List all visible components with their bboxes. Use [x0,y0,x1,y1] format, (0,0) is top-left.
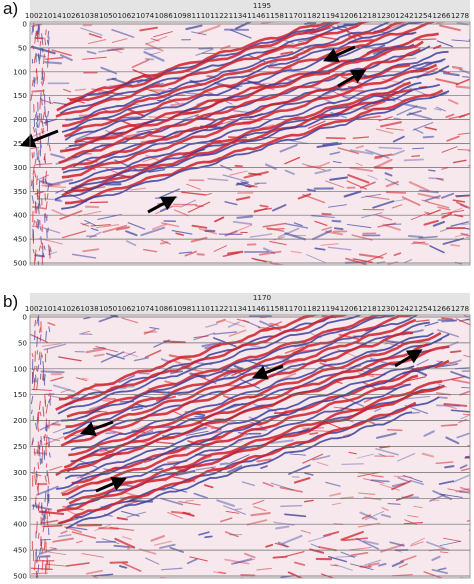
trace-number-label: 1170 [253,293,272,302]
annotation-arrow [323,45,356,62]
y-tick-label: 450 [13,546,27,555]
x-tick-label: 1254 [414,304,433,313]
x-tick-label: 1134 [229,11,248,20]
y-tick-label: 50 [18,338,28,347]
annotation-arrow [337,69,367,88]
y-tick-label: 500 [13,572,27,581]
section-border [29,314,471,579]
x-tick-label: 1038 [80,11,99,20]
x-tick-label: 1182 [303,304,321,313]
x-tick-label: 1122 [210,304,228,313]
section-border [29,21,471,266]
panel-b: 1170 1002 1014 1026 1038 1050 1062 1074 1086 1098… [13,293,471,581]
y-tick-label: 0 [22,313,27,322]
x-tick-label: 1206 [340,11,359,20]
panel-a-label: a) [3,0,19,18]
x-tick-label: 1014 [43,304,62,313]
x-tick-label: 1050 [99,11,118,20]
y-tick-label: 250 [13,442,27,451]
x-tick-label: 1194 [321,304,340,313]
header-band [30,0,470,22]
annotation-arrow [394,349,423,368]
y-tick-label: 500 [13,259,27,268]
x-tick-label: 1158 [266,304,285,313]
x-tick-label: 1230 [377,11,396,20]
x-tick-label: 1218 [358,11,377,20]
annotation-arrow [251,364,284,380]
x-tick-label: 1254 [414,11,433,20]
annotation-arrow [95,476,127,493]
annotation-arrow [19,129,59,148]
x-tick-label: 1218 [358,304,377,313]
x-tick-label: 1242 [395,11,413,20]
x-tick-label: 1050 [99,304,118,313]
x-tick-label: 1122 [210,11,228,20]
x-tick-label: 1086 [155,11,174,20]
x-tick-label: 1002 [25,11,43,20]
y-tick-label: 300 [13,468,27,477]
y-tick-label: 450 [13,235,27,244]
x-tick-label: 1062 [117,11,135,20]
y-tick-label: 200 [13,115,27,124]
x-tick-label: 1098 [173,11,192,20]
y-tick-label: 400 [13,520,27,529]
x-tick-label: 1266 [432,11,451,20]
x-tick-label: 1086 [155,304,174,313]
x-tick-label: 1038 [80,304,99,313]
x-tick-label: 1158 [266,11,285,20]
x-tick-label: 1206 [340,304,359,313]
x-tick-label: 1194 [321,11,340,20]
x-tick-label: 1230 [377,304,396,313]
reflection-wiggles [30,22,470,265]
y-tick-label: 100 [13,364,27,373]
x-tick-label: 1074 [136,11,155,20]
x-tick-label: 1026 [62,11,81,20]
x-tick-label: 1146 [247,304,266,313]
x-tick-label: 1170 [284,304,303,313]
panel-a: 1195 1002 1014 1026 1038 1050 1062 1074 1086 1098… [13,0,471,268]
y-tick-label: 400 [13,211,27,220]
x-tick-label: 1278 [451,11,470,20]
x-tick-label: 1146 [247,11,266,20]
x-tick-label: 1014 [43,11,62,20]
annotation-arrow [79,420,114,436]
trace-number-label: 1195 [253,1,271,10]
y-tick-label: 100 [13,67,27,76]
y-tick-label: 350 [13,187,27,196]
x-tick-label: 1062 [117,304,135,313]
x-tick-label: 1110 [192,304,211,313]
annotation-arrow [147,196,177,214]
y-tick-label: 350 [13,494,27,503]
y-tick-label: 150 [13,390,27,399]
y-tick-label: 50 [18,43,28,52]
panel-b-label: b) [3,292,19,311]
x-tick-label: 1098 [173,304,192,313]
y-tick-label: 200 [13,416,27,425]
x-tick-label: 1134 [229,304,248,313]
x-tick-label: 1182 [303,11,321,20]
x-tick-label: 1074 [136,304,155,313]
x-tick-label: 1278 [451,304,470,313]
y-tick-label: 300 [13,163,27,172]
header-band [30,293,470,315]
y-tick-label: 150 [13,91,27,100]
y-tick-label: 0 [22,20,27,29]
x-tick-label: 1026 [62,304,81,313]
x-tick-label: 1170 [284,11,303,20]
x-tick-label: 1002 [25,304,43,313]
x-tick-label: 1266 [432,304,451,313]
x-tick-label: 1110 [192,11,211,20]
x-tick-label: 1242 [395,304,413,313]
